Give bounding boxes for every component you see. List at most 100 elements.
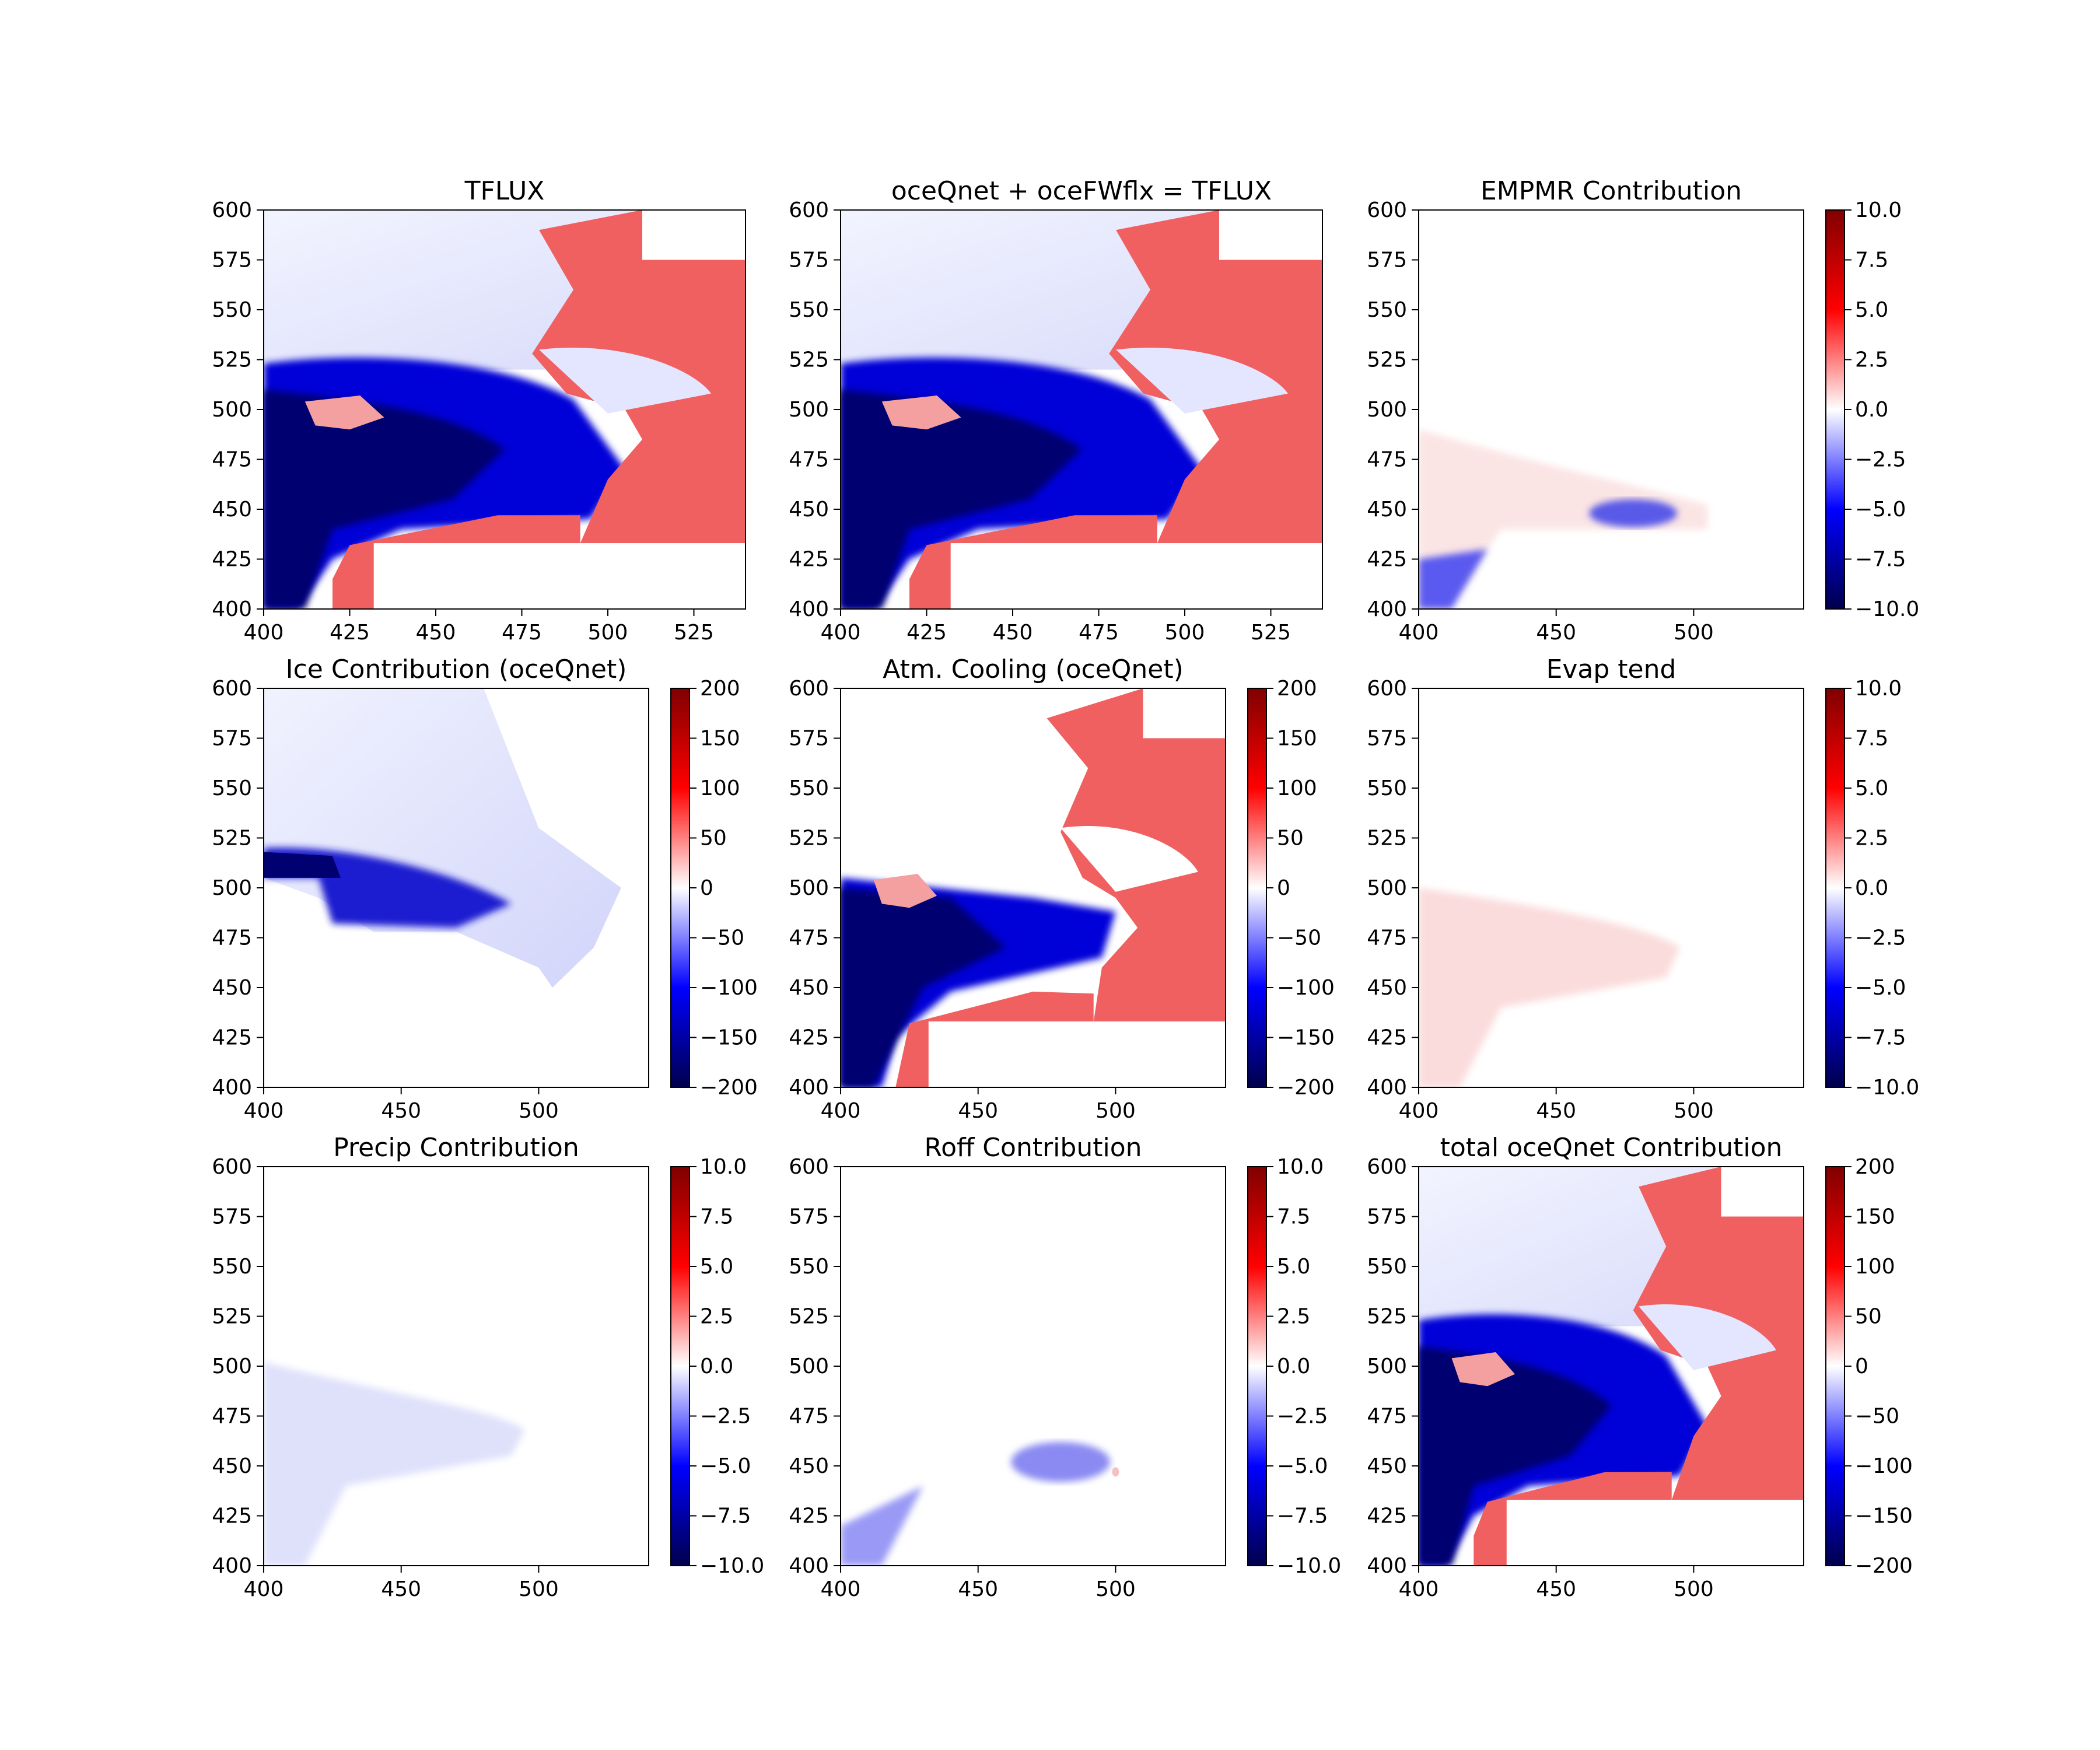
y-tick-label: 600 — [1367, 198, 1407, 222]
y-tick-label: 525 — [1367, 1305, 1407, 1329]
y-tick-label: 600 — [212, 1155, 252, 1179]
y-tick-label: 425 — [789, 548, 829, 572]
x-tick-label: 500 — [1674, 621, 1714, 645]
colorbar-tick-label: 0.0 — [700, 1354, 733, 1378]
y-tick-label: 475 — [1367, 448, 1407, 472]
y-tick-label: 575 — [1367, 727, 1407, 751]
y-tick-label: 475 — [1367, 1405, 1407, 1429]
heatmap-field — [841, 210, 1322, 609]
colorbar-tick-label: 100 — [1855, 1255, 1895, 1279]
panel-atm-cooling: Atm. Cooling (oceQnet)400 450 500400425450… — [789, 654, 1335, 1123]
colorbar: −200 −150 −100 −50 0 50 100 150 200 — [1825, 1155, 1913, 1578]
y-tick-label: 400 — [789, 597, 829, 621]
y-tick-label: 575 — [212, 1205, 252, 1229]
colorbar: −10.0 −7.5 −5.0 −2.5 0.0 2.5 5.0 7.5 10.0 — [670, 1155, 764, 1578]
y-tick-label: 575 — [789, 249, 829, 272]
colorbar-gradient — [670, 1166, 690, 1566]
heatmap-field — [1419, 210, 1804, 609]
y-tick-label: 525 — [789, 827, 829, 850]
colorbar-tick-label: 200 — [1277, 677, 1317, 701]
x-tick-label: 450 — [381, 1099, 421, 1123]
colorbar-gradient — [1247, 688, 1267, 1088]
colorbar-tick-label: −7.5 — [700, 1504, 751, 1528]
y-tick-label: 400 — [789, 1554, 829, 1578]
x-tick-label: 400 — [1399, 1099, 1439, 1123]
y-tick-label: 450 — [789, 976, 829, 1000]
y-tick-label: 450 — [789, 498, 829, 522]
y-tick-label: 575 — [1367, 249, 1407, 272]
y-tick-label: 550 — [1367, 1255, 1407, 1279]
colorbar-tick-label: 150 — [1855, 1205, 1895, 1229]
colorbar-gradient — [1825, 209, 1845, 610]
colorbar-tick-label: −100 — [1277, 976, 1335, 1000]
x-tick-label: 400 — [821, 1099, 861, 1123]
colorbar-tick-label: −7.5 — [1855, 548, 1906, 572]
y-tick-label: 400 — [1367, 1554, 1407, 1578]
y-tick-label: 400 — [212, 597, 252, 621]
y-tick-label: 500 — [212, 1354, 252, 1378]
colorbar: −10.0 −7.5 −5.0 −2.5 0.0 2.5 5.0 7.5 10.0 — [1247, 1155, 1341, 1578]
y-tick-label: 550 — [212, 298, 252, 322]
y-tick-label: 400 — [1367, 1076, 1407, 1100]
colorbar-tick-label: 0.0 — [1277, 1354, 1310, 1378]
y-tick-label: 500 — [789, 398, 829, 422]
y-tick-label: 500 — [1367, 1354, 1407, 1378]
y-tick-label: 450 — [1367, 976, 1407, 1000]
x-tick-label: 400 — [821, 1577, 861, 1601]
y-tick-label: 475 — [212, 448, 252, 472]
x-tick-label: 500 — [1096, 1577, 1136, 1601]
colorbar-tick-label: −7.5 — [1855, 1026, 1906, 1050]
y-tick-label: 475 — [789, 926, 829, 950]
colorbar-tick-label: −200 — [1855, 1554, 1913, 1578]
y-tick-label: 500 — [789, 876, 829, 900]
y-tick-label: 475 — [1367, 926, 1407, 950]
y-tick-label: 500 — [212, 398, 252, 422]
colorbar-tick-label: 150 — [1277, 727, 1317, 751]
panel-roff-contribution: Roff Contribution 400 450 500 400 425 450 475 50… — [789, 1133, 1341, 1601]
colorbar-tick-label: 0 — [700, 876, 713, 900]
colorbar-tick-label: 2.5 — [1277, 1305, 1310, 1329]
colorbar-tick-label: −50 — [1855, 1405, 1899, 1429]
colorbar-tick-label: 10.0 — [1855, 677, 1902, 701]
colorbar-tick-label: −10.0 — [700, 1554, 764, 1578]
y-tick-label: 525 — [789, 1305, 829, 1329]
colorbar-tick-label: −100 — [1855, 1454, 1913, 1478]
panel-title: Precip Contribution — [333, 1133, 579, 1163]
colorbar-tick-label: 0 — [1277, 876, 1290, 900]
y-tick-label: 500 — [789, 1354, 829, 1378]
panel-title: Evap tend — [1546, 654, 1676, 684]
y-tick-label: 600 — [1367, 1155, 1407, 1179]
y-tick-label: 425 — [212, 548, 252, 572]
colorbar-tick-label: −200 — [700, 1076, 758, 1100]
x-tick-label: 500 — [1165, 621, 1205, 645]
x-tick-label: 400 — [244, 1577, 284, 1601]
colorbar-tick-label: 50 — [1855, 1305, 1882, 1329]
panel-title: Atm. Cooling (oceQnet) — [883, 654, 1184, 684]
x-tick-label: 500 — [588, 621, 628, 645]
colorbar-tick-label: 100 — [700, 776, 740, 800]
x-tick-label: 500 — [519, 1577, 559, 1601]
y-tick-label: 600 — [212, 677, 252, 701]
colorbar-tick-label: −150 — [700, 1026, 758, 1050]
colorbar-tick-label: 7.5 — [1855, 249, 1888, 272]
y-tick-label: 550 — [212, 776, 252, 800]
colorbar: −200 −150 −100 −50 0 50 100 150 200 — [1247, 677, 1335, 1100]
colorbar-tick-label: 7.5 — [1277, 1205, 1310, 1229]
y-tick-label: 450 — [212, 976, 252, 1000]
x-tick-label: 450 — [1536, 1577, 1576, 1601]
y-tick-label: 600 — [789, 677, 829, 701]
panel-evap-tend: Evap tend 400 450 500 400 425 450 475 500 525 550 5… — [1367, 654, 1919, 1123]
panel-oceqnet-plus-ocefwflx: oceQnet + oceFWflx = TFLUX 400 425 450 475 50… — [789, 176, 1323, 645]
colorbar-tick-label: −100 — [700, 976, 758, 1000]
y-tick-label: 575 — [212, 727, 252, 751]
y-tick-label: 525 — [1367, 827, 1407, 850]
y-tick-label: 550 — [1367, 298, 1407, 322]
y-tick-label: 425 — [789, 1026, 829, 1050]
y-tick-label: 450 — [1367, 1454, 1407, 1478]
colorbar-tick-label: 50 — [1277, 827, 1304, 850]
x-tick-label: 525 — [674, 621, 714, 645]
panel-title: total oceQnet Contribution — [1440, 1133, 1783, 1163]
panel-title: Roff Contribution — [924, 1133, 1142, 1163]
colorbar-tick-label: 5.0 — [1855, 776, 1888, 800]
